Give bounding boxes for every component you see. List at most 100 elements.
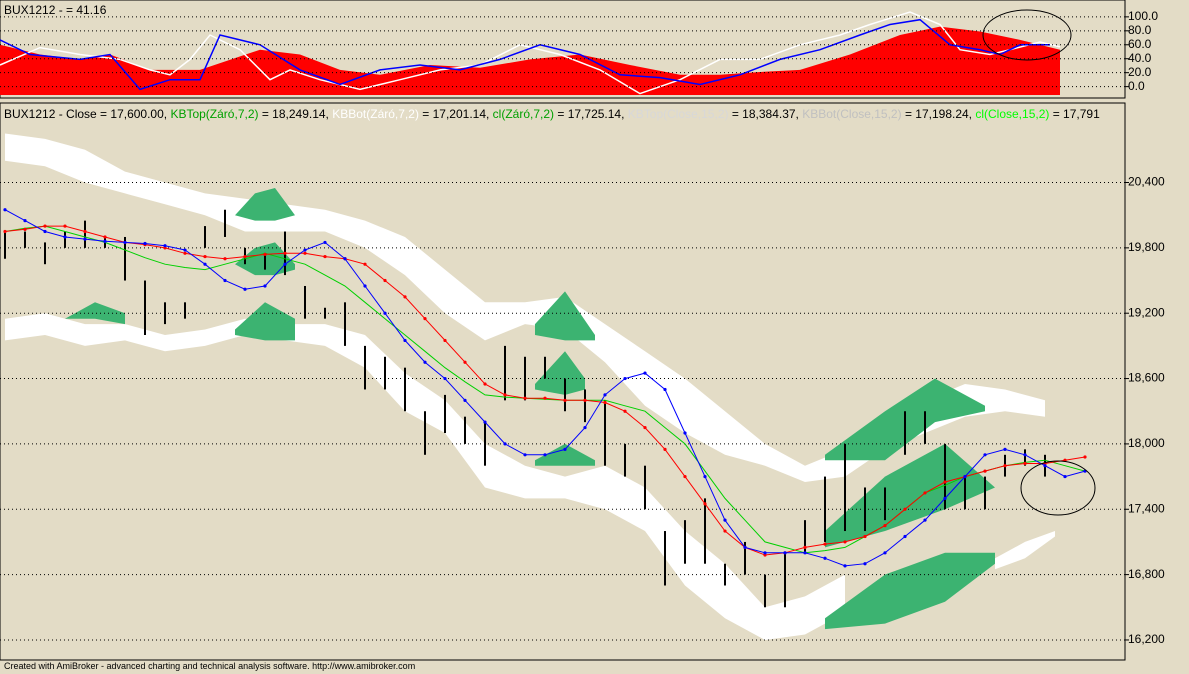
top-title: BUX1212 - = 41.16 (4, 3, 107, 17)
line-dot (303, 251, 307, 255)
line-dot (403, 295, 407, 299)
line-dot (383, 278, 387, 283)
line-dot (663, 447, 667, 451)
line-dot (463, 360, 467, 364)
header-value: = 17,791 (1049, 107, 1100, 121)
line-dot (723, 529, 727, 533)
line-dot (523, 453, 527, 457)
line-dot (823, 556, 827, 560)
y-tick-label: 80.0 (1128, 23, 1152, 37)
header-label: BUX1212 - Close (4, 107, 97, 121)
line-dot (383, 311, 387, 315)
line-dot (283, 251, 287, 255)
header-value: = 18,384.37, (728, 107, 803, 121)
band (535, 443, 595, 466)
line-dot (1063, 474, 1067, 479)
band (5, 133, 1045, 482)
band (5, 313, 845, 640)
line-dot (943, 480, 947, 484)
header-value: = 17,198.24, (901, 107, 976, 121)
header-label: KBTop(Záró,7,2) (170, 107, 259, 121)
footer: Created with AmiBroker - advanced charti… (4, 661, 416, 671)
line-dot (1003, 464, 1007, 468)
line-dot (1083, 455, 1087, 459)
line-dot (683, 431, 687, 435)
line-dot (203, 262, 207, 266)
line-dot (83, 237, 87, 241)
annotation-circle (982, 9, 1072, 61)
band (825, 443, 995, 548)
line-dot (843, 540, 847, 544)
line-dot (323, 254, 327, 259)
y-tick-label: 60.0 (1128, 37, 1152, 51)
line-dot (543, 453, 547, 457)
y-tick-label: 19,200 (1128, 305, 1165, 319)
line-dot (623, 409, 627, 413)
line-dot (163, 244, 167, 248)
header-value: = 17,201.14, (418, 107, 493, 121)
line-dot (503, 442, 507, 446)
area (0, 26, 1060, 96)
header-value: = 17,725.14, (554, 107, 628, 121)
line-dot (903, 507, 907, 511)
line-dot (43, 224, 47, 228)
line-dot (143, 241, 147, 246)
line-dot (703, 474, 707, 479)
line-dot (983, 469, 987, 473)
line-dot (703, 502, 707, 506)
line-dot (923, 518, 927, 522)
line-dot (783, 551, 787, 555)
line-dot (803, 551, 807, 555)
line-dot (423, 360, 427, 364)
line-dot (503, 393, 507, 397)
y-tick-label: 17,400 (1128, 501, 1165, 515)
line-dot (1003, 447, 1007, 451)
line-dot (583, 425, 587, 430)
price-header: BUX1212 - Close = 17,600.00, KBTop(Záró,… (4, 107, 1124, 121)
line-dot (883, 523, 887, 528)
line-dot (323, 240, 327, 245)
line-dot (643, 425, 647, 430)
y-tick-label: 16,200 (1128, 632, 1165, 646)
line-dot (903, 534, 907, 539)
header-value: = 18,249.14, (258, 107, 333, 121)
line-dot (863, 534, 867, 539)
line-dot (263, 252, 267, 256)
line-dot (763, 551, 767, 555)
line-dot (963, 474, 967, 479)
y-tick-label: 16,800 (1128, 567, 1165, 581)
line-dot (663, 387, 667, 392)
line-dot (363, 262, 367, 266)
pane-border (0, 102, 1126, 661)
line-dot (683, 474, 687, 479)
line-dot (1023, 461, 1027, 466)
line-dot (623, 376, 627, 381)
band (535, 291, 595, 341)
band (235, 302, 295, 341)
header-label: KBBot(Záró,7,2) (332, 107, 419, 121)
pane-border (0, 0, 1126, 99)
band (995, 531, 1055, 570)
line-dot (223, 278, 227, 283)
annotation-circle (1020, 460, 1096, 516)
band (825, 552, 995, 630)
line-dot (183, 248, 187, 252)
header-label: KBTop(Close,15,2) (627, 107, 729, 121)
line-dot (263, 284, 267, 288)
line-dot (63, 224, 67, 228)
line-dot (43, 229, 47, 234)
line-dot (443, 376, 447, 381)
line-dot (3, 229, 7, 234)
y-tick-label: 0.0 (1128, 79, 1145, 93)
line-dot (983, 453, 987, 457)
line-dot (283, 262, 287, 266)
y-tick-label: 18,000 (1128, 436, 1165, 450)
y-tick-label: 19,800 (1128, 240, 1165, 254)
line-dot (303, 248, 307, 252)
line-dot (103, 239, 107, 243)
y-tick-label: 40.0 (1128, 51, 1152, 65)
line-dot (483, 420, 487, 424)
line-dot (443, 338, 447, 343)
